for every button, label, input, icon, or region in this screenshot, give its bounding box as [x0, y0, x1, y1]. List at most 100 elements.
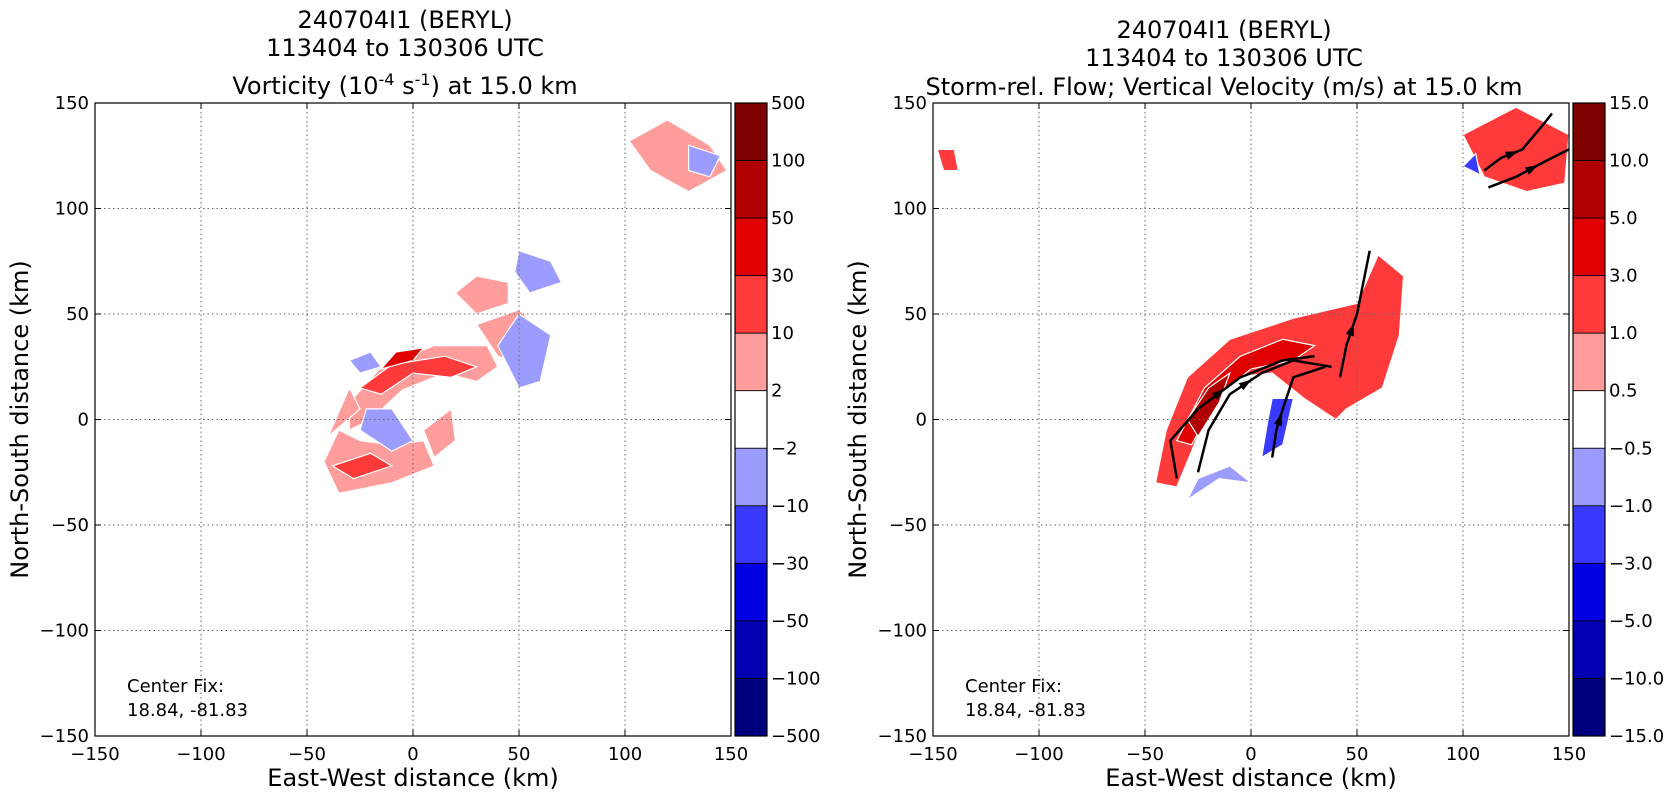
- colorbar-label: −500: [771, 726, 820, 747]
- center-fix-label: Center Fix:: [127, 676, 224, 697]
- streamline-arrow: [1238, 379, 1252, 391]
- y-tick-label: −50: [889, 515, 927, 536]
- field-region: [348, 351, 383, 374]
- x-tick-label: −50: [1126, 744, 1164, 765]
- x-axis-label: East-West distance (km): [267, 764, 558, 792]
- title-line3-pre: Vorticity (10: [232, 72, 379, 100]
- field-region: [514, 249, 563, 294]
- field-region: [327, 386, 361, 437]
- center-fix-value: 18.84, -81.83: [127, 700, 248, 721]
- colorbar-frame: [1572, 102, 1606, 737]
- colorbar-label: −50: [771, 611, 809, 632]
- colorbar-label: −15.0: [1609, 726, 1664, 747]
- colorbar-label: −3.0: [1609, 553, 1653, 574]
- field-region: [454, 275, 509, 315]
- colorbar-segment: [1572, 160, 1606, 219]
- title-line3-post: ) at 15.0 km: [430, 72, 578, 100]
- field-region: [359, 408, 414, 452]
- colorbar-label: 10.0: [1609, 151, 1649, 172]
- field-region: [497, 313, 552, 389]
- colorbar-label: 3.0: [1609, 266, 1638, 287]
- y-tick-label: 50: [904, 304, 927, 325]
- y-tick-label: 100: [893, 199, 927, 220]
- colorbar-label: 500: [771, 93, 805, 114]
- colorbar-segment: [734, 620, 768, 679]
- field-region: [379, 346, 426, 370]
- panel-title-line1: 240704I1 (BERYL): [297, 6, 513, 34]
- colorbar-label: −5.0: [1609, 611, 1653, 632]
- x-tick-label: −150: [908, 744, 957, 765]
- y-axis-label: North-South distance (km): [6, 260, 34, 579]
- colorbar-label: −10.0: [1609, 668, 1664, 689]
- x-tick-label: 50: [1346, 744, 1369, 765]
- x-tick-label: 100: [1446, 744, 1480, 765]
- streamline-arrow: [1525, 165, 1539, 175]
- colorbar-segment: [734, 332, 768, 392]
- plot-area: [95, 103, 731, 736]
- x-tick-label: 150: [714, 744, 748, 765]
- streamline: [1270, 365, 1326, 458]
- vorticity-panel: 240704I1 (BERYL) 113404 to 130306 UTC Vo…: [0, 0, 838, 797]
- x-tick-label: −50: [288, 744, 326, 765]
- x-tick-label: −100: [1014, 744, 1063, 765]
- colorbar-segment: [1572, 505, 1606, 564]
- vorticity-chart: −150 −100 −50 0 50 100 150−150−100−50050100150…: [6, 93, 820, 792]
- x-axis-label: East-West distance (km): [1105, 764, 1396, 792]
- x-tick-label: 0: [1245, 744, 1256, 765]
- colorbar-label: 30: [771, 266, 794, 287]
- field-region: [1185, 465, 1254, 502]
- colorbar-label: 2: [771, 381, 782, 402]
- colorbar-segment: [1572, 102, 1606, 161]
- colorbar-label: −10: [771, 496, 809, 517]
- colorbar-segment: [1572, 217, 1606, 277]
- colorbar-label: −30: [771, 553, 809, 574]
- x-tick-label: −100: [176, 744, 225, 765]
- y-tick-label: −150: [40, 726, 89, 747]
- title-line3-sup2: -1: [414, 70, 431, 89]
- colorbar-segment: [1572, 562, 1606, 622]
- colorbar-label: 50: [771, 208, 794, 229]
- field-region: [1461, 152, 1481, 176]
- panel-title-line3: Storm-rel. Flow; Vertical Velocity (m/s)…: [925, 73, 1523, 101]
- colorbar-segment: [734, 505, 768, 564]
- y-tick-label: −50: [51, 515, 89, 536]
- colorbar-segment: [1572, 390, 1606, 449]
- colorbar-segment: [1572, 332, 1606, 392]
- streamline: [1483, 112, 1553, 172]
- field-region: [422, 407, 457, 459]
- colorbar-segment: [1572, 620, 1606, 679]
- x-tick-label: 150: [1552, 744, 1586, 765]
- colorbar-label: 0.5: [1609, 381, 1638, 402]
- colorbar-label: 15.0: [1609, 93, 1649, 114]
- y-tick-label: −150: [878, 726, 927, 747]
- x-tick-label: −150: [70, 744, 119, 765]
- colorbar-label: −2: [771, 438, 798, 459]
- colorbar-label: −1.0: [1609, 496, 1653, 517]
- colorbar-segment: [1572, 275, 1606, 334]
- streamline-arrow: [1212, 388, 1225, 400]
- colorbar-segment: [734, 217, 768, 277]
- colorbar-label: −0.5: [1609, 438, 1653, 459]
- colorbar-segment: [734, 678, 768, 737]
- colorbar-segment: [734, 390, 768, 449]
- y-tick-label: 100: [55, 199, 89, 220]
- panel-title-line2: 113404 to 130306 UTC: [1085, 44, 1363, 72]
- x-tick-label: 100: [608, 744, 642, 765]
- panel-title-line1: 240704I1 (BERYL): [1116, 16, 1332, 44]
- y-tick-label: 150: [55, 93, 89, 114]
- colorbar-label: 100: [771, 151, 805, 172]
- colorbar-segment: [734, 160, 768, 219]
- center-fix-value: 18.84, -81.83: [965, 700, 1086, 721]
- field-region: [687, 144, 722, 178]
- y-tick-label: −100: [40, 621, 89, 642]
- panel-title-line2: 113404 to 130306 UTC: [266, 34, 544, 62]
- vertical-velocity-chart: −150 −100 −50 0 50 100 150 −150 −100 −50 0 50 100 150…: [844, 93, 1664, 792]
- title-line3-sup1: -4: [378, 70, 395, 89]
- field-region: [936, 148, 960, 172]
- colorbar-frame: [734, 102, 768, 737]
- colorbar-segment: [734, 275, 768, 334]
- y-axis-label: North-South distance (km): [844, 260, 872, 579]
- colorbar-segment: [734, 102, 768, 161]
- colorbar-label: 10: [771, 323, 794, 344]
- streamline-arrow: [1345, 323, 1354, 337]
